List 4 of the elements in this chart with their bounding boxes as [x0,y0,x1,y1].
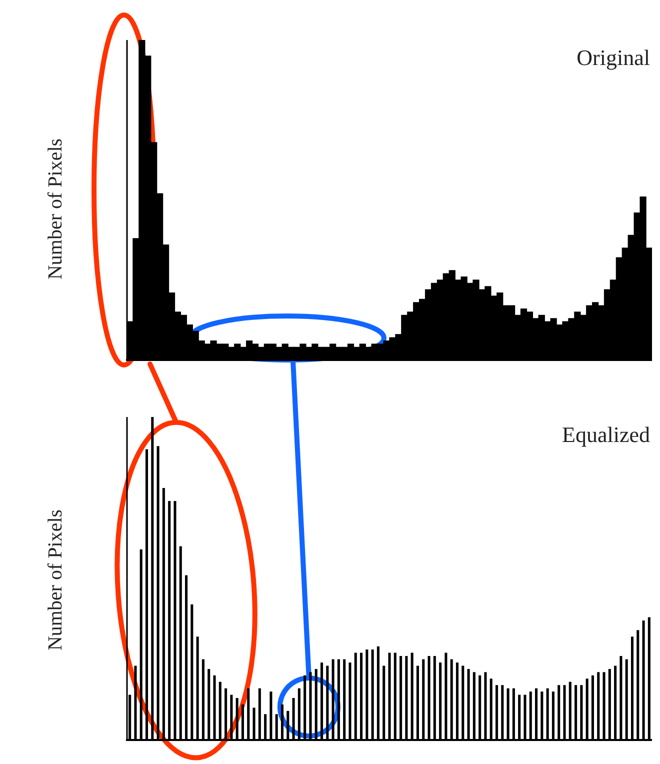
chart-title: Original [576,44,650,70]
y-axis-title: Number of Pixels [44,138,68,280]
y-axis-title: Number of Pixels [44,509,68,651]
chart-title: Equalized [562,422,650,447]
